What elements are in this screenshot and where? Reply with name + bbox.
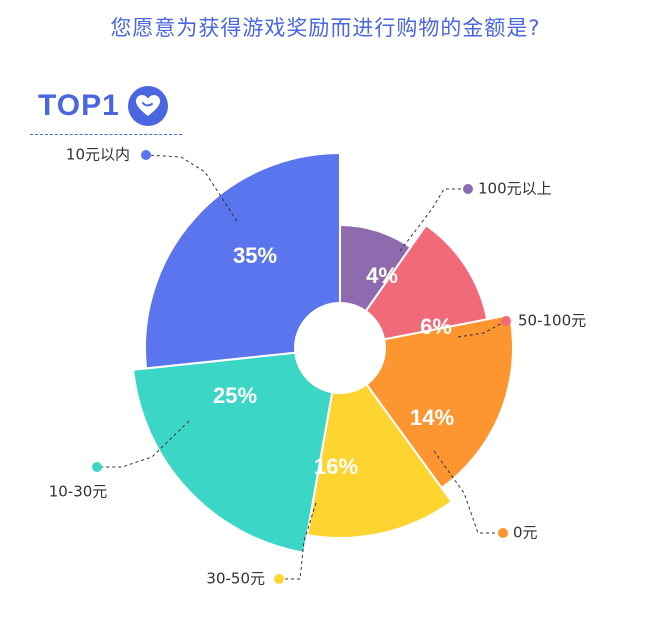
- category-label-5: 10元以内: [66, 146, 130, 164]
- leader-dot-5: [141, 150, 151, 160]
- leader-dot-4: [92, 462, 102, 472]
- slice-5: [144, 151, 341, 370]
- pct-label-2: 14%: [410, 405, 454, 430]
- leader-line-4: [97, 420, 190, 468]
- leader-line-1: [457, 320, 507, 338]
- top1-label: TOP1: [38, 89, 120, 122]
- pct-label-1: 6%: [420, 314, 452, 339]
- center-hole: [294, 302, 386, 394]
- slice-3: [305, 345, 454, 539]
- top1-divider: [30, 134, 182, 135]
- slices: [132, 151, 514, 554]
- pct-label-3: 16%: [314, 454, 358, 479]
- leader-line-5: [145, 154, 238, 222]
- pct-label-0: 4%: [366, 263, 398, 288]
- heart-icon: [127, 86, 168, 126]
- pct-label-4: 25%: [213, 383, 257, 408]
- leader-dot-3: [274, 574, 284, 584]
- category-label-2: 0元: [513, 524, 538, 542]
- slice-1: [337, 223, 489, 350]
- leader-line-3: [279, 502, 317, 580]
- leader-line-2: [433, 450, 503, 534]
- category-label-1: 50-100元: [518, 312, 586, 330]
- leader-lines: [92, 150, 511, 584]
- labels: 4% 100元以上 6% 50-100元 14% 0元 16% 30-50元 25% 10-30元…: [49, 146, 586, 588]
- category-label-4: 10-30元: [49, 483, 108, 501]
- leader-dot-0: [463, 184, 473, 194]
- pct-label-5: 35%: [233, 243, 277, 268]
- category-label-0: 100元以上: [478, 180, 552, 198]
- top1-badge: TOP1: [38, 86, 168, 126]
- leader-dot-1: [501, 316, 511, 326]
- slice-4: [132, 346, 342, 554]
- category-label-3: 30-50元: [206, 570, 265, 588]
- chart-title: 您愿意为获得游戏奖励而进行购物的金额是?: [110, 16, 541, 40]
- leader-dot-2: [498, 528, 508, 538]
- leader-line-0: [399, 188, 468, 252]
